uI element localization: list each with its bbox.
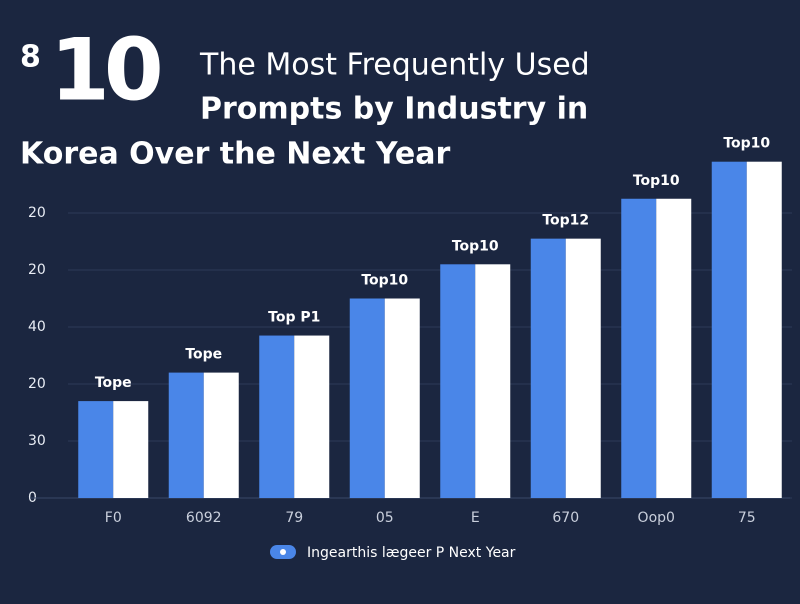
bar — [78, 401, 114, 498]
x-tick-label: E — [471, 510, 480, 526]
bar-label: Top10 — [633, 173, 680, 189]
title-line: Prompts by Industry in — [200, 92, 588, 127]
bar — [384, 298, 420, 498]
x-tick-label: 6092 — [186, 510, 222, 526]
y-tick-label: 20 — [28, 376, 46, 392]
bar — [113, 401, 149, 498]
bar — [475, 264, 511, 498]
title-number-small: 8 — [20, 40, 41, 75]
x-tick-label: 670 — [552, 510, 579, 526]
bar — [565, 238, 601, 498]
bar — [621, 198, 657, 498]
bar-label: Top10 — [723, 136, 770, 152]
y-tick-label: 20 — [28, 205, 46, 221]
bar-label: Top10 — [452, 238, 499, 254]
bar — [440, 264, 476, 498]
y-tick-label: 40 — [28, 319, 46, 335]
bar-label: Top10 — [361, 273, 408, 289]
bar — [656, 198, 692, 498]
bar-label: Tope — [95, 375, 132, 391]
bar-label: Top12 — [542, 213, 589, 229]
x-tick-label: F0 — [105, 510, 122, 526]
bar — [294, 335, 330, 498]
title-line: The Most Frequently Used — [199, 48, 590, 83]
x-tick-label: 05 — [376, 510, 394, 526]
title-number-large: 10 — [50, 20, 160, 120]
bar — [168, 372, 204, 498]
y-tick-label: 20 — [28, 262, 46, 278]
bar-label: Tope — [185, 347, 222, 363]
x-tick-label: 79 — [285, 510, 303, 526]
bar — [746, 161, 782, 498]
bar-label: Top P1 — [268, 310, 320, 326]
title-line: Korea Over the Next Year — [20, 137, 450, 172]
bar — [259, 335, 295, 498]
x-tick-label: 75 — [738, 510, 756, 526]
legend-label: Ingearthis lægeer P Next Year — [307, 545, 516, 561]
bar — [349, 298, 385, 498]
x-tick-label: Oop0 — [638, 510, 675, 526]
y-tick-label: 30 — [28, 433, 46, 449]
bar — [203, 372, 239, 498]
bar — [530, 238, 566, 498]
legend-marker-dot — [280, 549, 286, 555]
bar — [711, 161, 747, 498]
